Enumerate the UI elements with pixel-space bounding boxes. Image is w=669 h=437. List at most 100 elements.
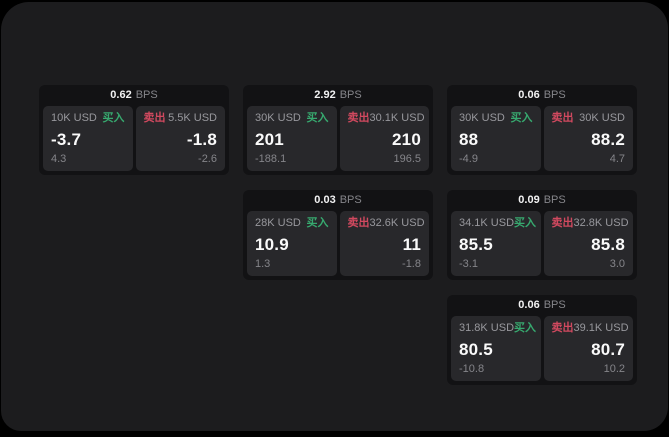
sell-badge: 卖出 bbox=[347, 112, 370, 124]
sell-badge: 卖出 bbox=[551, 112, 574, 124]
sell-panel[interactable]: 卖出 32.8K USD 85.8 3.0 bbox=[543, 211, 633, 276]
quote-card: 0.62 BPS 10K USD 买入 -3.7 4.3 卖出 5.5K USD… bbox=[39, 85, 229, 175]
buy-amount: 31.8K USD bbox=[459, 322, 515, 334]
quote-panels: 10K USD 买入 -3.7 4.3 卖出 5.5K USD -1.8 -2.… bbox=[39, 106, 229, 175]
bps-header: 0.62 BPS bbox=[39, 85, 229, 106]
sell-sub-value: -1.8 bbox=[402, 258, 421, 270]
sell-top-row: 卖出 5.5K USD bbox=[144, 113, 218, 124]
buy-panel[interactable]: 10K USD 买入 -3.7 4.3 bbox=[43, 106, 133, 171]
sell-panel[interactable]: 卖出 30K USD 88.2 4.7 bbox=[543, 106, 633, 171]
sell-top-row: 卖出 39.1K USD bbox=[551, 322, 629, 334]
bps-header: 0.06 BPS bbox=[447, 85, 637, 106]
sell-amount: 30.1K USD bbox=[369, 112, 425, 124]
buy-top-row: 30K USD 买入 bbox=[255, 113, 329, 124]
buy-sub-value: 4.3 bbox=[51, 153, 67, 165]
sell-amount: 30K USD bbox=[579, 112, 625, 124]
sell-badge: 卖出 bbox=[347, 217, 370, 229]
buy-amount: 30K USD bbox=[459, 112, 505, 124]
sell-badge: 卖出 bbox=[551, 322, 574, 334]
buy-panel[interactable]: 30K USD 买入 201 -188.1 bbox=[247, 106, 337, 171]
sell-top-row: 卖出 32.8K USD bbox=[551, 217, 629, 229]
buy-badge: 买入 bbox=[514, 322, 537, 334]
sell-sub-value: -2.6 bbox=[198, 153, 217, 165]
bps-unit-label: BPS bbox=[543, 299, 566, 311]
sell-sub-value: 4.7 bbox=[609, 153, 625, 165]
sell-sub-value: 10.2 bbox=[603, 363, 625, 375]
bps-unit-label: BPS bbox=[135, 89, 158, 101]
sell-price: -1.8 bbox=[186, 129, 217, 149]
bps-unit-label: BPS bbox=[543, 89, 566, 101]
buy-sub-value: -4.9 bbox=[459, 153, 478, 165]
sell-amount: 32.6K USD bbox=[369, 217, 425, 229]
quote-card: 0.06 BPS 30K USD 买入 88 -4.9 卖出 30K USD 8… bbox=[447, 85, 637, 175]
sell-sub-value: 3.0 bbox=[609, 258, 625, 270]
buy-top-row: 30K USD 买入 bbox=[459, 113, 533, 124]
buy-badge: 买入 bbox=[306, 217, 329, 229]
buy-panel[interactable]: 31.8K USD 买入 80.5 -10.8 bbox=[451, 316, 541, 381]
sell-amount: 5.5K USD bbox=[168, 112, 217, 124]
bps-value: 0.62 bbox=[110, 89, 132, 101]
buy-price: 85.5 bbox=[459, 234, 493, 254]
buy-panel[interactable]: 34.1K USD 买入 85.5 -3.1 bbox=[451, 211, 541, 276]
buy-badge: 买入 bbox=[102, 112, 125, 124]
buy-price: 88 bbox=[459, 129, 479, 149]
buy-amount: 10K USD bbox=[51, 112, 97, 124]
bps-unit-label: BPS bbox=[339, 194, 362, 206]
sell-panel[interactable]: 卖出 30.1K USD 210 196.5 bbox=[339, 106, 429, 171]
buy-price: 201 bbox=[255, 129, 284, 149]
buy-badge: 买入 bbox=[306, 112, 329, 124]
quote-panels: 28K USD 买入 10.9 1.3 卖出 32.6K USD 11 -1.8 bbox=[243, 211, 433, 280]
buy-sub-value: -3.1 bbox=[459, 258, 478, 270]
quote-panels: 30K USD 买入 88 -4.9 卖出 30K USD 88.2 4.7 bbox=[447, 106, 637, 175]
sell-price: 80.7 bbox=[591, 339, 625, 359]
buy-amount: 34.1K USD bbox=[459, 217, 515, 229]
buy-sub-value: -10.8 bbox=[459, 363, 485, 375]
app-container: 0.62 BPS 10K USD 买入 -3.7 4.3 卖出 5.5K USD… bbox=[1, 2, 668, 431]
sell-panel[interactable]: 卖出 39.1K USD 80.7 10.2 bbox=[543, 316, 633, 381]
sell-price: 85.8 bbox=[591, 234, 625, 254]
buy-panel[interactable]: 28K USD 买入 10.9 1.3 bbox=[247, 211, 337, 276]
buy-panel[interactable]: 30K USD 买入 88 -4.9 bbox=[451, 106, 541, 171]
buy-price: 10.9 bbox=[255, 234, 289, 254]
sell-amount: 39.1K USD bbox=[573, 322, 629, 334]
bps-header: 0.03 BPS bbox=[243, 190, 433, 211]
buy-badge: 买入 bbox=[510, 112, 533, 124]
buy-sub-value: 1.3 bbox=[255, 258, 271, 270]
sell-panel[interactable]: 卖出 5.5K USD -1.8 -2.6 bbox=[135, 106, 225, 171]
quote-card: 0.09 BPS 34.1K USD 买入 85.5 -3.1 卖出 32.8K… bbox=[447, 190, 637, 280]
bps-value: 0.09 bbox=[518, 194, 540, 206]
buy-price: 80.5 bbox=[459, 339, 493, 359]
quote-panels: 31.8K USD 买入 80.5 -10.8 卖出 39.1K USD 80.… bbox=[447, 316, 637, 385]
buy-top-row: 10K USD 买入 bbox=[51, 113, 125, 124]
bps-value: 2.92 bbox=[314, 89, 336, 101]
bps-header: 2.92 BPS bbox=[243, 85, 433, 106]
sell-panel[interactable]: 卖出 32.6K USD 11 -1.8 bbox=[339, 211, 429, 276]
sell-sub-value: 196.5 bbox=[393, 153, 421, 165]
buy-top-row: 31.8K USD 买入 bbox=[459, 322, 537, 334]
bps-value: 0.06 bbox=[518, 89, 540, 101]
bps-value: 0.06 bbox=[518, 299, 540, 311]
buy-top-row: 34.1K USD 买入 bbox=[459, 217, 537, 229]
quote-card: 0.03 BPS 28K USD 买入 10.9 1.3 卖出 32.6K US… bbox=[243, 190, 433, 280]
sell-top-row: 卖出 30.1K USD bbox=[347, 112, 425, 124]
sell-price: 88.2 bbox=[591, 129, 625, 149]
buy-badge: 买入 bbox=[514, 217, 537, 229]
buy-price: -3.7 bbox=[51, 129, 82, 149]
sell-top-row: 卖出 32.6K USD bbox=[347, 217, 425, 229]
buy-amount: 28K USD bbox=[255, 217, 301, 229]
cards-grid: 0.62 BPS 10K USD 买入 -3.7 4.3 卖出 5.5K USD… bbox=[39, 85, 637, 385]
bps-header: 0.09 BPS bbox=[447, 190, 637, 211]
quote-panels: 30K USD 买入 201 -188.1 卖出 30.1K USD 210 1… bbox=[243, 106, 433, 175]
bps-header: 0.06 BPS bbox=[447, 295, 637, 316]
sell-top-row: 卖出 30K USD bbox=[552, 113, 626, 124]
sell-badge: 卖出 bbox=[143, 112, 166, 124]
bps-unit-label: BPS bbox=[543, 194, 566, 206]
buy-top-row: 28K USD 买入 bbox=[255, 218, 329, 229]
bps-value: 0.03 bbox=[314, 194, 336, 206]
quote-panels: 34.1K USD 买入 85.5 -3.1 卖出 32.8K USD 85.8… bbox=[447, 211, 637, 280]
quote-card: 2.92 BPS 30K USD 买入 201 -188.1 卖出 30.1K … bbox=[243, 85, 433, 175]
sell-price: 210 bbox=[392, 129, 421, 149]
sell-badge: 卖出 bbox=[551, 217, 574, 229]
buy-sub-value: -188.1 bbox=[255, 153, 287, 165]
quote-card: 0.06 BPS 31.8K USD 买入 80.5 -10.8 卖出 39.1… bbox=[447, 295, 637, 385]
